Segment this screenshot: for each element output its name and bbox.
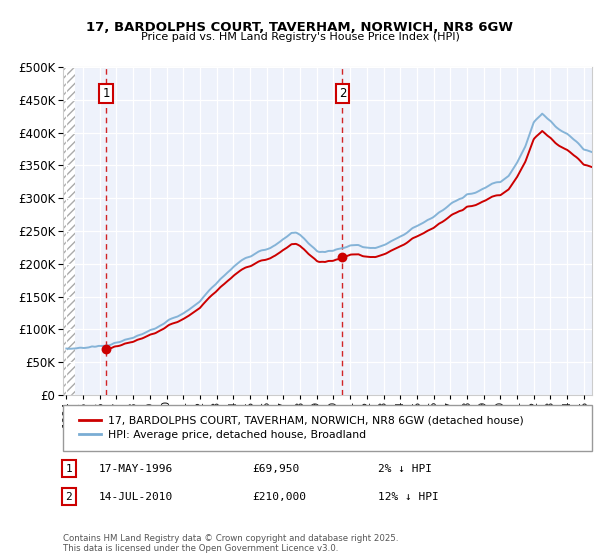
Point [338, 253, 347, 262]
Text: 2% ↓ HPI: 2% ↓ HPI [378, 464, 432, 474]
Text: Price paid vs. HM Land Registry's House Price Index (HPI): Price paid vs. HM Land Registry's House … [140, 32, 460, 43]
Text: 1: 1 [65, 464, 73, 474]
Text: 14-JUL-2010: 14-JUL-2010 [99, 492, 173, 502]
Text: 1: 1 [103, 87, 110, 100]
Text: 12% ↓ HPI: 12% ↓ HPI [378, 492, 439, 502]
Text: 17-MAY-1996: 17-MAY-1996 [99, 464, 173, 474]
Text: £69,950: £69,950 [252, 464, 299, 474]
Text: 2: 2 [65, 492, 73, 502]
Legend: 17, BARDOLPHS COURT, TAVERHAM, NORWICH, NR8 6GW (detached house), HPI: Average p: 17, BARDOLPHS COURT, TAVERHAM, NORWICH, … [79, 416, 524, 440]
Point [101, 344, 111, 353]
Text: £210,000: £210,000 [252, 492, 306, 502]
Text: Contains HM Land Registry data © Crown copyright and database right 2025.
This d: Contains HM Land Registry data © Crown c… [63, 534, 398, 553]
Text: 17, BARDOLPHS COURT, TAVERHAM, NORWICH, NR8 6GW: 17, BARDOLPHS COURT, TAVERHAM, NORWICH, … [86, 21, 514, 34]
Text: 2: 2 [339, 87, 346, 100]
